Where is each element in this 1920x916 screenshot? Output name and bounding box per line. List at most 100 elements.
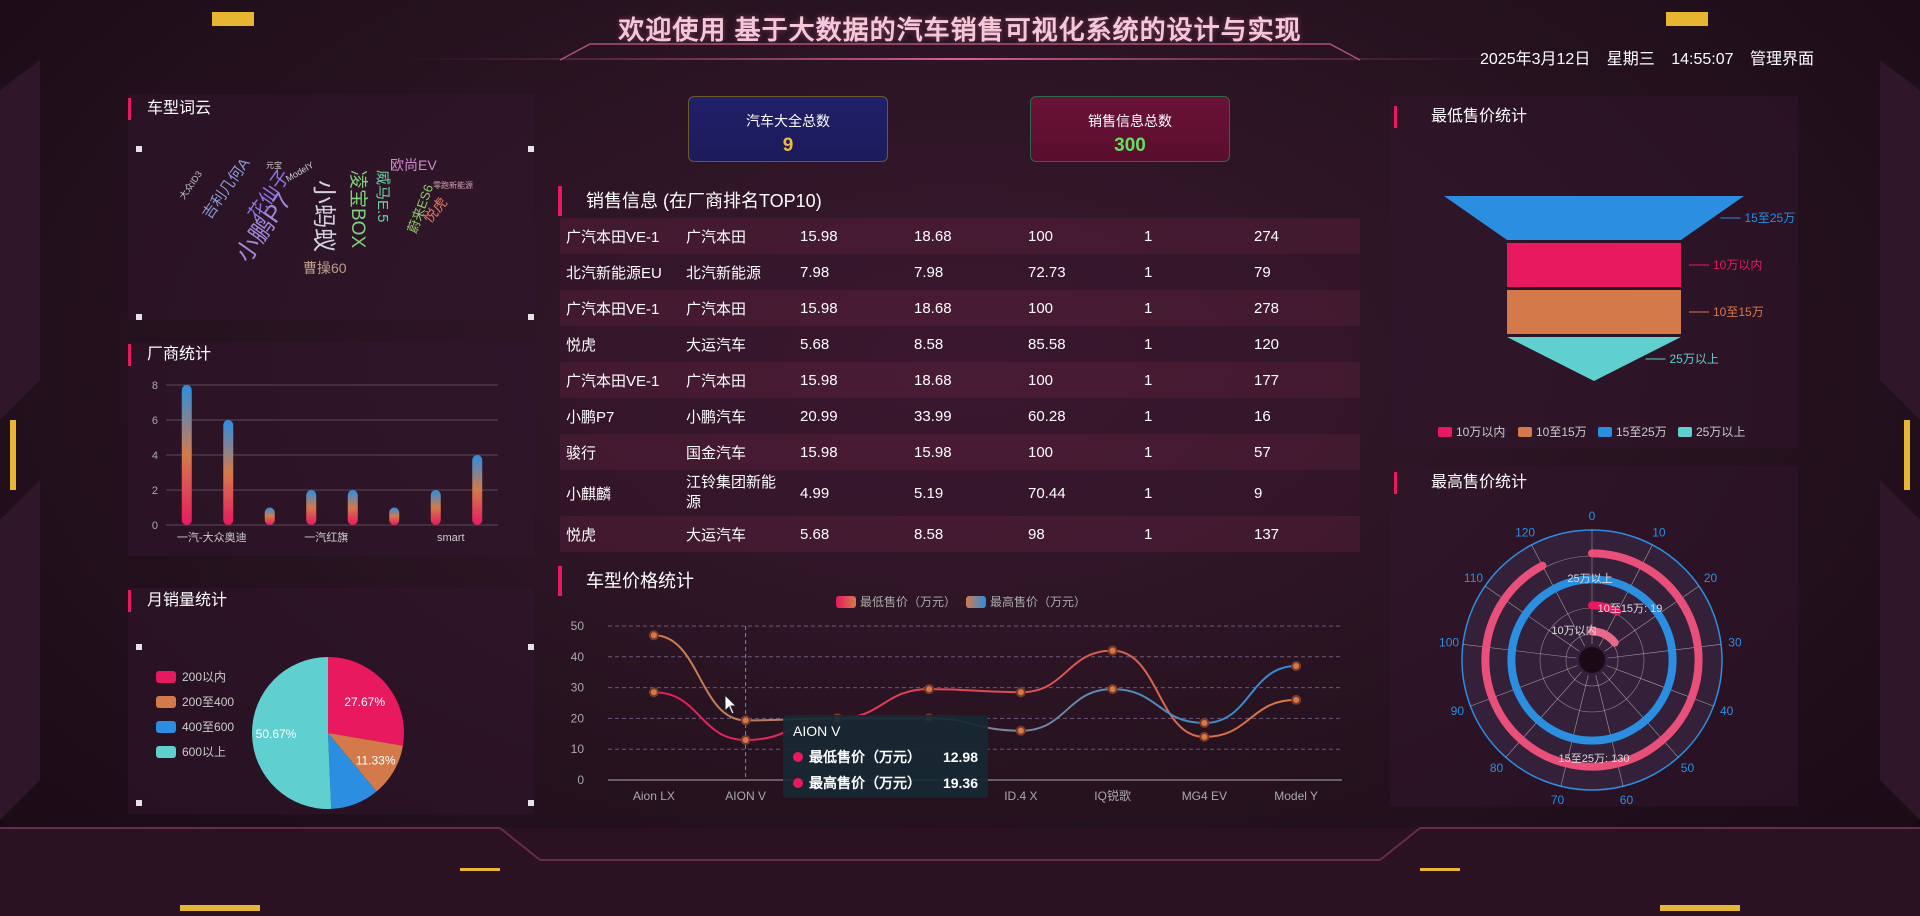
- legend-item[interactable]: 200至400: [156, 693, 234, 710]
- table-cell: 北汽新能源EU: [566, 264, 662, 282]
- funnel-segment: [1507, 337, 1681, 381]
- sales-table-container[interactable]: 广汽本田VE-1 广汽本田 15.98 18.68 100 1 274 北汽新能源EU 北汽新能…: [560, 218, 1360, 564]
- table-row[interactable]: 小麒麟 江铃集团新能源 4.99 5.19 70.44 1 9: [560, 470, 1360, 516]
- table-cell: 江铃集团新能源: [686, 474, 777, 511]
- polar-spoke: [1604, 585, 1700, 652]
- polar-spoke: [1531, 544, 1586, 647]
- legend-item[interactable]: 200以内: [156, 668, 234, 685]
- pie-slice: [328, 657, 405, 746]
- table-cell: 18.68: [914, 371, 952, 389]
- bar: [472, 455, 483, 525]
- table-row[interactable]: 悦虎 大运汽车 5.68 8.58 85.58 1 120: [560, 326, 1360, 362]
- table-cell: 骏行: [566, 444, 597, 462]
- table-cell: 33.99: [914, 407, 952, 425]
- car-total-value: 9: [782, 135, 794, 156]
- table-cell: 大运汽车: [686, 526, 747, 544]
- table-cell: 7.98: [800, 263, 830, 281]
- legend-label: 400至600: [182, 720, 235, 734]
- panel-corner: [136, 314, 142, 320]
- table-row[interactable]: 悦虎 大运汽车 5.68 8.58 98 1 137: [560, 516, 1360, 552]
- table-row[interactable]: 骏行 国金汽车 15.98 15.98 100 1 57: [560, 434, 1360, 470]
- data-point: [648, 630, 659, 641]
- bar: [306, 490, 317, 525]
- polar-bar: [1588, 601, 1622, 616]
- table-cell: 1: [1144, 227, 1153, 245]
- max-price-polar-chart: 0 10 20 30 40 50 60 70 80 90 100 110 120 10至15万: 1910…: [1439, 509, 1742, 806]
- header-datetime: 2025年3月12日 星期三 14:55:07 管理界面: [1468, 45, 1814, 69]
- table-cell: 100: [1028, 443, 1054, 461]
- y-tick-label: 30: [571, 681, 585, 695]
- table-row[interactable]: 广汽本田VE-1 广汽本田 15.98 18.68 100 1 177: [560, 362, 1360, 398]
- funnel-segment: [1507, 290, 1681, 334]
- table-cell: 1: [1144, 525, 1153, 543]
- table-row[interactable]: 小鹏P7 小鹏汽车 20.99 33.99 60.28 1 16: [560, 398, 1360, 434]
- polar-label: 15至25万: 130: [1559, 753, 1630, 765]
- table-cell: 1: [1144, 484, 1153, 502]
- polar-tick-label: 40: [1720, 704, 1734, 718]
- table-cell: 72.73: [1028, 263, 1066, 281]
- polar-tick-label: 50: [1681, 761, 1695, 775]
- manufacturer-bar-chart: 0 2 4 6 8 一汽-大众奥迪 一汽红旗 smart: [152, 380, 498, 544]
- bar: [181, 385, 192, 525]
- table-cell: 137: [1254, 525, 1280, 543]
- table-cell: 小麒麟: [566, 485, 612, 503]
- data-point: [1107, 645, 1118, 656]
- min-price-funnel-chart: 15至25万 10万以内 10至15万 25万以上 10万以内 10至15万 15至25万 2…: [1438, 196, 1795, 439]
- y-tick-label: 8: [152, 380, 158, 392]
- max-price-title: 最高售价统计: [1394, 472, 1527, 494]
- table-cell: 15.98: [800, 371, 838, 389]
- legend-item[interactable]: 400至600: [156, 718, 234, 735]
- table-cell: 60.28: [1028, 407, 1066, 425]
- polar-tick-label: 80: [1490, 761, 1504, 775]
- bar: [430, 490, 441, 525]
- polar-spoke: [1607, 644, 1722, 659]
- table-cell: 4.99: [800, 484, 830, 502]
- legend-label: 15至25万: [1616, 425, 1667, 439]
- polar-spoke: [1598, 544, 1653, 647]
- legend-label: 25万以上: [1696, 425, 1745, 439]
- x-tick-label: AION V: [725, 789, 766, 803]
- word: 凌宝BOX: [347, 170, 369, 248]
- table-cell: 100: [1028, 371, 1054, 389]
- table-cell: 1: [1144, 335, 1153, 353]
- x-tick-label: IQ锐歌: [1094, 788, 1131, 803]
- polar-spoke: [1606, 665, 1714, 707]
- table-cell: 120: [1254, 335, 1280, 353]
- x-tick-label: Model Y: [1274, 789, 1318, 803]
- word: 大众ID3: [177, 169, 204, 202]
- max-price-panel: 最高售价统计 0 10 20 30 40 50 60 70 80 90 100 110 120 10至15…: [1390, 466, 1798, 806]
- table-row[interactable]: 广汽本田VE-1 广汽本田 15.98 18.68 100 1 278: [560, 290, 1360, 326]
- tooltip-title: AION V: [793, 723, 841, 739]
- table-cell: 98: [1028, 525, 1045, 543]
- polar-label: 10至15万: 19: [1598, 603, 1663, 615]
- funnel-label: 25万以上: [1670, 352, 1719, 366]
- car-total-card: 汽车大全总数 9: [688, 96, 888, 162]
- tooltip-label: 最低售价（万元）: [809, 749, 921, 765]
- legend-item[interactable]: 600以上: [156, 743, 234, 760]
- data-point: [1015, 725, 1026, 736]
- legend-swatch: [156, 670, 176, 683]
- data-point: [740, 715, 751, 726]
- funnel-segment: [1444, 196, 1744, 240]
- polar-spoke: [1484, 585, 1580, 652]
- polar-tick-label: 20: [1704, 571, 1718, 585]
- table-cell: 5.68: [800, 335, 830, 353]
- tooltip-value: 19.36: [942, 775, 978, 791]
- data-point: [924, 684, 935, 695]
- polar-label: 10万以内: [1551, 623, 1596, 637]
- table-cell: 57: [1254, 443, 1271, 461]
- table-cell: 广汽本田VE-1: [566, 372, 660, 390]
- funnel-label: 10至15万: [1713, 305, 1764, 319]
- table-cell: 悦虎: [566, 336, 597, 354]
- tooltip-value: 12.98: [942, 749, 978, 765]
- admin-link[interactable]: 管理界面: [1749, 51, 1814, 68]
- price-line-chart: 0 10 20 30 40 50 Aion LX AION V ID.4 X IQ锐歌 MG4 EV…: [571, 596, 1342, 803]
- table-row[interactable]: 广汽本田VE-1 广汽本田 15.98 18.68 100 1 274: [560, 218, 1360, 254]
- table-cell: 70.44: [1028, 484, 1066, 502]
- y-tick-label: 2: [152, 485, 158, 497]
- header-time: 14:55:07: [1671, 51, 1734, 68]
- table-row[interactable]: 北汽新能源EU 北汽新能源 7.98 7.98 72.73 1 79: [560, 254, 1360, 290]
- word: 零跑新能源: [433, 180, 473, 190]
- table-cell: 20.99: [800, 407, 838, 425]
- x-tick-label: smart: [437, 532, 465, 544]
